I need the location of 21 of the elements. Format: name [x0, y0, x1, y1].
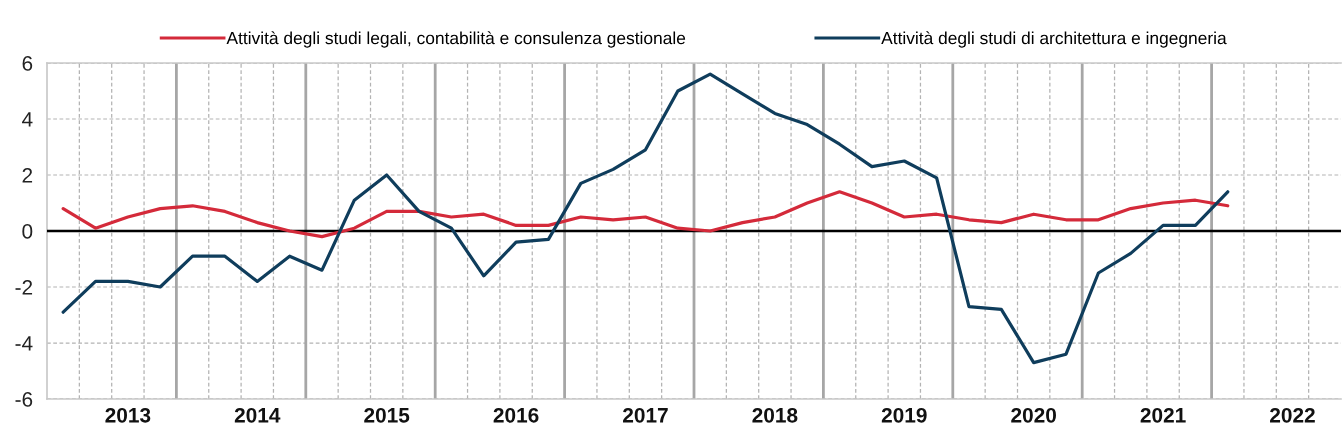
x-tick-label: 2018	[752, 407, 798, 423]
x-tick-label: 2019	[881, 407, 927, 423]
x-tick-label: 2022	[1270, 407, 1315, 423]
line-series	[61, 190, 1230, 239]
legend-label: Attività degli studi di architettura e ingegneria	[881, 31, 1227, 48]
x-tick-label: 2021	[1140, 407, 1186, 423]
y-tick-label: -6	[15, 392, 33, 407]
x-tick-label: 2013	[105, 407, 151, 423]
x-tick-label: 2017	[623, 407, 668, 423]
legend-label: Attività degli studi legali, contabilità e consulenza gestionale	[226, 31, 686, 48]
y-tick-label: 6	[22, 56, 33, 71]
y-tick-label: -2	[15, 280, 33, 295]
x-tick-label: 2015	[364, 407, 410, 423]
y-tick-label: 2	[22, 168, 33, 183]
x-tick-label: 2014	[234, 407, 281, 423]
x-tick-label: 2020	[1011, 407, 1056, 423]
y-tick-label: 0	[22, 224, 33, 239]
line-series	[61, 72, 1230, 365]
y-tick-label: 4	[22, 112, 33, 127]
y-tick-label: -4	[15, 336, 33, 351]
x-tick-label: 2016	[493, 407, 539, 423]
